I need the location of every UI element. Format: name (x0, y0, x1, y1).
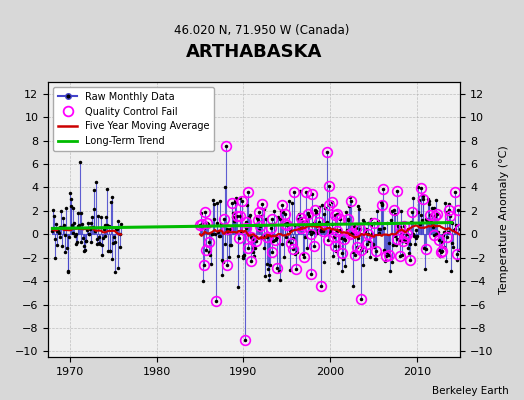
Text: 46.020 N, 71.950 W (Canada): 46.020 N, 71.950 W (Canada) (174, 24, 350, 37)
Y-axis label: Temperature Anomaly (°C): Temperature Anomaly (°C) (499, 145, 509, 294)
Title: ARTHABASKA: ARTHABASKA (186, 43, 322, 61)
Text: Berkeley Earth: Berkeley Earth (432, 386, 508, 396)
Legend: Raw Monthly Data, Quality Control Fail, Five Year Moving Average, Long-Term Tren: Raw Monthly Data, Quality Control Fail, … (53, 87, 214, 151)
